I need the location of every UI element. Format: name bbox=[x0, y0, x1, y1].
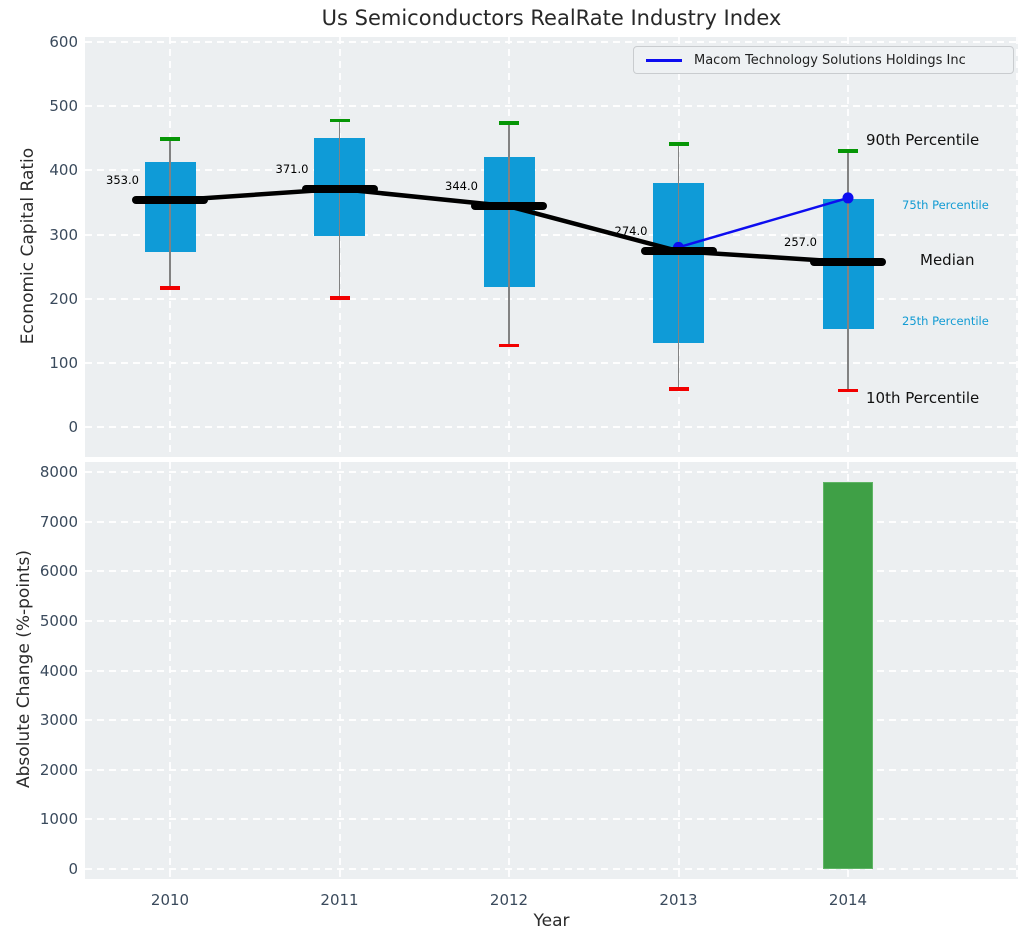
h-gridline bbox=[85, 520, 1018, 523]
top-y-tick-label: 400 bbox=[49, 161, 78, 180]
x-tick-label: 2011 bbox=[320, 891, 359, 909]
h-gridline bbox=[85, 570, 1018, 573]
v-gridline bbox=[1016, 462, 1018, 879]
bottom-y-tick-label: 7000 bbox=[39, 512, 78, 531]
bottom-y-tick-label: 2000 bbox=[39, 760, 78, 779]
x-tick-label: 2013 bbox=[659, 891, 698, 909]
h-gridline bbox=[85, 868, 1018, 870]
annotation-90th-percentile: 90th Percentile bbox=[866, 131, 980, 149]
median-value-label: 371.0 bbox=[275, 161, 309, 176]
h-gridline bbox=[85, 297, 1018, 300]
whisker-line bbox=[847, 151, 849, 391]
whisker-line bbox=[169, 138, 171, 288]
h-gridline bbox=[85, 768, 1018, 771]
h-gridline bbox=[85, 361, 1018, 364]
median-bar bbox=[301, 184, 378, 193]
top-y-tick-label: 100 bbox=[49, 353, 78, 372]
cap-90th-percentile bbox=[838, 149, 858, 153]
h-gridline bbox=[85, 669, 1018, 672]
v-gridline bbox=[338, 462, 341, 879]
bottom-y-tick-label: 4000 bbox=[39, 661, 78, 680]
annotation-10th-percentile: 10th Percentile bbox=[866, 389, 980, 407]
top-y-tick-label: 200 bbox=[49, 289, 78, 308]
annotation-25th-percentile: 25th Percentile bbox=[902, 314, 989, 328]
change-bar bbox=[823, 481, 873, 869]
cap-10th-percentile bbox=[329, 296, 350, 300]
h-gridline bbox=[85, 471, 1018, 473]
median-value-label: 353.0 bbox=[106, 173, 139, 188]
annotation-median: Median bbox=[920, 251, 975, 269]
bottom-plot-area bbox=[85, 462, 1018, 879]
top-y-tick-label: 300 bbox=[49, 225, 78, 244]
whisker-line bbox=[677, 144, 680, 390]
bottom-y-tick-label: 5000 bbox=[39, 611, 78, 630]
median-value-label: 344.0 bbox=[445, 179, 478, 194]
x-axis-label: Year bbox=[533, 911, 570, 931]
cap-90th-percentile bbox=[329, 118, 350, 123]
bottom-y-tick-label: 1000 bbox=[39, 810, 78, 829]
h-gridline bbox=[85, 818, 1018, 821]
legend: Macom Technology Solutions Holdings Inc bbox=[633, 46, 1014, 74]
h-gridline bbox=[85, 233, 1018, 236]
cap-10th-percentile bbox=[499, 343, 519, 348]
h-gridline bbox=[85, 105, 1018, 108]
whisker-line bbox=[338, 120, 341, 299]
legend-line-sample bbox=[646, 58, 682, 62]
cap-10th-percentile bbox=[838, 388, 858, 393]
top-y-tick-label: 500 bbox=[49, 97, 78, 116]
cap-10th-percentile bbox=[668, 387, 689, 391]
bottom-y-tick-label: 8000 bbox=[39, 463, 78, 481]
cap-90th-percentile bbox=[160, 137, 180, 141]
h-gridline bbox=[85, 619, 1018, 622]
v-gridline bbox=[169, 462, 171, 879]
legend-label: Macom Technology Solutions Holdings Inc bbox=[694, 52, 966, 68]
median-bar bbox=[810, 258, 886, 267]
cap-90th-percentile bbox=[668, 142, 689, 146]
x-tick-label: 2012 bbox=[489, 891, 529, 909]
median-bar bbox=[471, 202, 547, 211]
whisker-line bbox=[508, 122, 510, 346]
median-value-label: 257.0 bbox=[784, 235, 817, 250]
bottom-y-tick-label: 0 bbox=[68, 860, 78, 878]
cap-90th-percentile bbox=[499, 121, 519, 125]
v-gridline bbox=[677, 462, 680, 879]
top-y-tick-label: 0 bbox=[68, 418, 78, 436]
h-gridline bbox=[85, 426, 1018, 428]
chart-title: Us Semiconductors RealRate Industry Inde… bbox=[321, 6, 782, 30]
cap-10th-percentile bbox=[160, 286, 180, 290]
x-tick-label: 2014 bbox=[828, 891, 868, 909]
h-gridline bbox=[85, 719, 1018, 722]
v-gridline bbox=[1016, 37, 1018, 457]
top-y-tick-label: 600 bbox=[49, 33, 78, 51]
median-bar bbox=[132, 196, 208, 205]
h-gridline bbox=[85, 41, 1018, 43]
median-bar bbox=[640, 247, 717, 256]
annotation-75th-percentile: 75th Percentile bbox=[902, 198, 989, 212]
bottom-y-tick-label: 3000 bbox=[39, 711, 78, 730]
bottom-y-tick-label: 6000 bbox=[39, 562, 78, 581]
x-tick-label: 2010 bbox=[150, 891, 190, 909]
h-gridline bbox=[85, 169, 1018, 172]
v-gridline bbox=[508, 462, 510, 879]
median-value-label: 274.0 bbox=[614, 224, 648, 239]
